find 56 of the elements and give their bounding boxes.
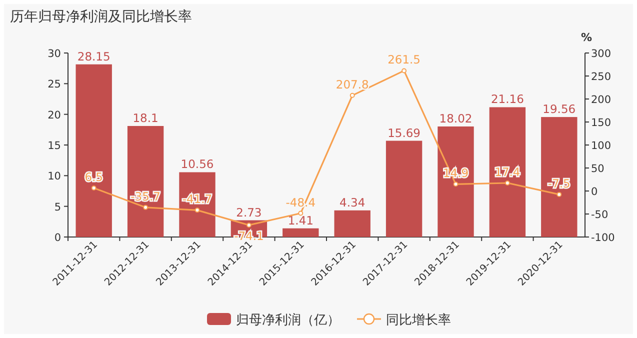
data-label: 1.41 <box>288 213 314 228</box>
y-tick-label: 25 <box>48 78 61 91</box>
chart-title: 历年归母净利润及同比增长率 <box>10 9 192 25</box>
y-tick-label: 15 <box>48 140 61 152</box>
data-label: 4.34 <box>340 195 366 210</box>
y2-tick-label: 0 <box>591 186 598 198</box>
y-tick-label: 10 <box>48 170 61 183</box>
bar <box>76 64 112 237</box>
data-label: -35.7 <box>130 189 160 204</box>
y2-tick-label: 50 <box>591 163 604 175</box>
y2-tick-label: 100 <box>591 140 612 152</box>
data-label: 28.15 <box>77 49 110 64</box>
data-label: 207.8 <box>336 77 369 92</box>
bar <box>489 107 526 237</box>
bar <box>438 126 474 237</box>
point <box>556 192 562 197</box>
data-label: 17.4 <box>494 164 520 179</box>
data-label: -41.7 <box>182 192 212 206</box>
point <box>246 222 252 228</box>
point <box>91 186 96 191</box>
bar <box>282 228 319 237</box>
y2-tick-label: 200 <box>591 94 612 106</box>
point <box>298 210 304 216</box>
y2-tick-label: 250 <box>591 71 612 83</box>
y-tick-label: 30 <box>48 48 61 60</box>
data-label: 18.1 <box>132 110 158 125</box>
y2-tick-label: -50 <box>591 209 608 221</box>
y2-tick-label: -100 <box>591 232 615 244</box>
y-tick-label: 0 <box>54 232 61 244</box>
data-label: 15.69 <box>388 126 421 140</box>
legend-label: 同比增长率 <box>386 312 451 328</box>
data-label: 21.16 <box>490 92 524 106</box>
point <box>402 68 407 74</box>
point <box>143 204 148 210</box>
data-label: 19.56 <box>542 102 576 116</box>
y-tick-label: 20 <box>48 109 61 122</box>
point <box>350 92 355 98</box>
y2-axis-title: % <box>581 31 592 44</box>
bar <box>386 140 422 237</box>
bar <box>179 172 216 237</box>
legend-label: 归母净利润（亿） <box>236 313 340 328</box>
point <box>194 208 200 213</box>
y2-tick-label: 300 <box>591 48 612 60</box>
data-label: 2.73 <box>236 205 262 220</box>
bar <box>127 126 164 237</box>
y2-tick-label: 150 <box>591 117 612 129</box>
data-label: 6.5 <box>84 170 103 184</box>
bar <box>541 117 578 237</box>
bar <box>334 210 370 237</box>
data-label: 18.02 <box>439 111 472 126</box>
data-label: 10.56 <box>180 157 214 172</box>
data-label: 261.5 <box>388 52 421 67</box>
point <box>453 182 458 187</box>
data-label: -7.5 <box>548 176 570 190</box>
y-tick-label: 5 <box>54 201 61 214</box>
point <box>504 180 510 186</box>
